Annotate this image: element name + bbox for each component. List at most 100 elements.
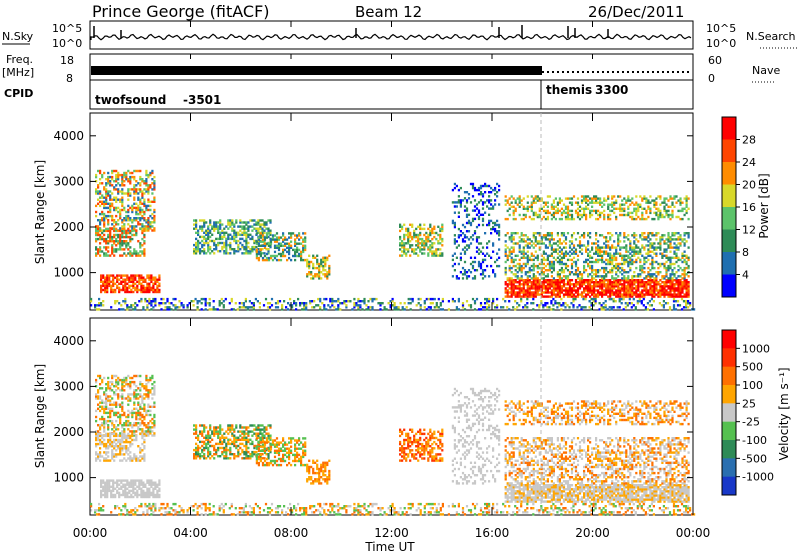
power-cell-1944	[520, 291, 523, 294]
power-cell-2854	[552, 238, 555, 241]
power-cell-2284	[611, 287, 614, 290]
power-cell-3782	[593, 201, 596, 204]
power-cell-4396	[467, 304, 471, 307]
power-cell-694	[124, 286, 127, 290]
power-cell-1197	[261, 244, 265, 247]
power-cell-2946	[572, 273, 576, 276]
power-cell-2427	[647, 279, 650, 282]
power-cell-2801	[544, 246, 547, 249]
power-cell-4367	[431, 297, 434, 301]
power-cell-1054	[245, 250, 248, 253]
power-cell-725	[132, 278, 135, 281]
power-cell-1304	[294, 244, 297, 247]
power-cell-4216	[295, 308, 298, 311]
power-cell-1763	[477, 211, 481, 214]
power-cell-3801	[599, 201, 602, 204]
power-cell-1675	[463, 234, 467, 237]
power-cell-1641	[457, 211, 460, 214]
velocity-cell-298	[137, 397, 140, 400]
power-cell-474	[107, 246, 110, 249]
power-cell-1726	[471, 186, 475, 190]
power-cell-2235	[599, 291, 602, 294]
power-cell-781	[150, 288, 153, 292]
power-cell-828	[195, 227, 198, 230]
power-cell-1375	[316, 273, 319, 276]
power-cell-1584	[437, 225, 440, 228]
power-cell-2720	[530, 277, 533, 280]
power-cell-3638	[538, 215, 541, 219]
power-cell-3561	[687, 234, 690, 237]
power-cell-3625	[532, 201, 535, 204]
power-cell-2363	[631, 293, 634, 296]
power-cell-819	[193, 219, 196, 222]
power-cell-342	[143, 200, 146, 203]
power-cell-3732	[576, 215, 580, 219]
power-cell-4210	[289, 304, 292, 307]
power-cell-1698	[467, 246, 471, 249]
power-cell-1851	[494, 275, 497, 278]
power-cell-4014	[685, 199, 688, 202]
power-cell-2657	[518, 258, 521, 262]
power-cell-1454	[405, 229, 408, 233]
velocity-cell-133	[113, 391, 116, 394]
power-cell-2062	[550, 285, 553, 288]
power-cell-4188	[262, 304, 266, 307]
power-cell-529	[119, 229, 122, 233]
power-cell-2204	[589, 279, 592, 282]
power-cell-3890	[635, 201, 638, 204]
power-cell-792	[152, 278, 155, 281]
power-cell-3492	[675, 271, 678, 274]
power-cell-2333	[623, 283, 626, 286]
power-cell-4025	[96, 308, 99, 311]
power-cell-3659	[546, 211, 549, 215]
power-cell-3025	[589, 232, 592, 235]
power-cell-3992	[675, 195, 678, 198]
power-cell-1546	[429, 248, 432, 251]
power-cell-1604	[451, 264, 454, 268]
power-cell-2446	[653, 291, 656, 294]
power-cell-3115	[607, 258, 610, 262]
power-cell-2134	[568, 279, 572, 282]
power-cell-2250	[603, 293, 606, 296]
power-cell-3392	[657, 266, 660, 270]
power-cell-1172	[255, 256, 258, 260]
power-cell-1163	[269, 245, 272, 249]
power-cell-1686	[465, 236, 469, 239]
power-cell-4018	[687, 207, 690, 210]
power-cell-3942	[657, 217, 660, 221]
power-cell-3979	[669, 195, 672, 198]
power-cell-633	[104, 280, 107, 283]
power-cell-3567	[506, 217, 509, 221]
power-cell-2494	[665, 279, 668, 282]
power-cell-132	[113, 188, 116, 191]
power-cell-249	[131, 219, 134, 222]
power-cell-3949	[659, 213, 662, 217]
power-cell-3046	[595, 269, 598, 272]
power-cell-2035	[542, 279, 545, 282]
power-cell-3257	[631, 234, 634, 237]
power-cell-2542	[677, 279, 680, 282]
power-cell-3135	[611, 277, 614, 280]
power-cell-3850	[619, 195, 622, 198]
power-cell-4478	[560, 304, 563, 307]
power-cell-4248	[323, 304, 326, 307]
power-cell-2288	[613, 293, 616, 296]
power-cell-1799	[484, 275, 487, 278]
power-cell-1164	[269, 243, 272, 247]
power-cell-4016	[685, 195, 688, 198]
power-cell-1490	[415, 244, 418, 247]
power-cell-1685	[465, 244, 469, 247]
power-cell-575	[131, 237, 134, 241]
power-cell-2550	[679, 281, 682, 284]
power-cell-229	[127, 188, 130, 191]
power-cell-3222	[625, 246, 628, 249]
power-cell-3887	[635, 209, 638, 213]
power-cell-1872	[496, 182, 499, 186]
power-cell-2431	[649, 287, 652, 290]
power-cell-1706	[467, 193, 471, 196]
power-cell-2262	[605, 283, 608, 286]
power-cell-4229	[305, 306, 308, 309]
power-cell-387	[149, 214, 152, 218]
power-cell-4155	[222, 300, 225, 303]
power-cell-4358	[425, 308, 428, 311]
